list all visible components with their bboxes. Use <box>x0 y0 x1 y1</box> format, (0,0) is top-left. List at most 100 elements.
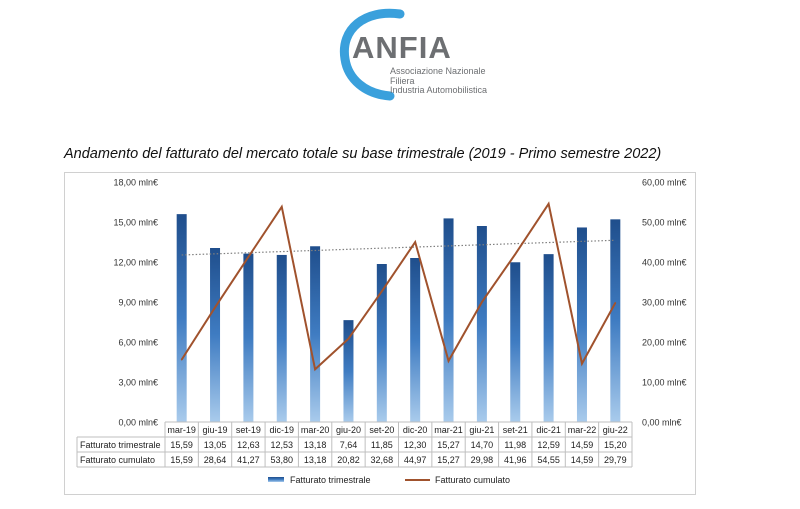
x-tick-label: giu-20 <box>336 425 361 435</box>
y-left-tick-label: 12,00 mln€ <box>113 258 158 268</box>
table-row-label: Fatturato cumulato <box>80 455 155 465</box>
data-label: 14,59 <box>571 455 594 465</box>
bar <box>610 219 621 422</box>
logo-swoosh-inner <box>357 26 389 61</box>
logo-brand: ANFIA <box>352 30 452 65</box>
logo-subtitle-line: Associazione Nazionale <box>390 66 486 76</box>
data-label: 20,82 <box>337 455 360 465</box>
anfia-logo <box>339 8 405 101</box>
line-point <box>614 302 617 304</box>
line-point <box>447 360 450 362</box>
data-label: 12,53 <box>270 440 293 450</box>
x-tick-label: mar-22 <box>568 425 597 435</box>
series-line-cumulative <box>180 201 617 372</box>
line-point <box>547 203 550 205</box>
y-right-tick-label: 50,00 mln€ <box>642 218 687 228</box>
trendline <box>181 239 616 256</box>
data-label: 41,27 <box>237 455 260 465</box>
bar <box>476 226 487 422</box>
data-label: 13,05 <box>204 440 227 450</box>
line-point <box>214 306 216 309</box>
data-label: 7,64 <box>340 440 358 450</box>
data-label: 13,18 <box>304 455 327 465</box>
page-title: Andamento del fatturato del mercato tota… <box>64 146 662 162</box>
bar <box>276 254 287 422</box>
y-right-tick-label: 30,00 mln€ <box>642 298 687 308</box>
x-tick-label: giu-22 <box>603 425 628 435</box>
x-tick-label: giu-19 <box>203 425 228 435</box>
legend-swatch-bar <box>268 477 284 482</box>
y-left-tick-label: 18,00 mln€ <box>113 178 158 188</box>
data-label: 41,96 <box>504 455 527 465</box>
x-tick-label: set-19 <box>236 425 261 435</box>
logo-swoosh <box>339 8 405 101</box>
x-tick-label: giu-21 <box>469 425 494 435</box>
y-right-tick-label: 40,00 mln€ <box>642 258 687 268</box>
bar <box>443 218 454 422</box>
line-point <box>514 253 517 255</box>
line-point <box>180 358 183 361</box>
line-point <box>414 241 416 243</box>
data-label: 14,59 <box>571 440 594 450</box>
legend-label: Fatturato trimestrale <box>290 475 371 485</box>
data-label: 29,98 <box>471 455 494 465</box>
logo-subtitle-line: Filiera <box>390 75 415 86</box>
data-label: 12,30 <box>404 440 427 450</box>
data-label: 14,70 <box>471 440 494 450</box>
line-point <box>247 256 250 258</box>
y-left-tick-label: 0,00 mln€ <box>118 418 158 428</box>
bar <box>176 214 187 422</box>
x-tick-label: mar-19 <box>167 425 196 435</box>
data-label: 13,18 <box>304 440 327 450</box>
line-point <box>347 337 350 340</box>
data-label: 15,27 <box>437 440 460 450</box>
data-label: 11,85 <box>371 440 393 450</box>
bar <box>410 258 421 422</box>
y-right-tick-label: 0,00 mln€ <box>642 418 682 428</box>
bar <box>210 248 221 422</box>
line-point <box>280 206 283 208</box>
logo-subtitle-line: Industria Automobilistica <box>390 85 488 95</box>
table-row-label: Fatturato trimestrale <box>80 440 161 450</box>
data-label: 44,97 <box>404 455 427 465</box>
y-right-tick-label: 20,00 mln€ <box>642 338 687 348</box>
bar <box>310 246 321 422</box>
data-label: 11,98 <box>504 440 526 450</box>
line-point <box>381 290 383 293</box>
x-tick-label: dic-19 <box>269 425 294 435</box>
data-label: 12,59 <box>537 440 560 450</box>
logo-subtitle: Associazione Nazionale Filiera Industria… <box>390 66 500 96</box>
data-label: 15,59 <box>170 455 193 465</box>
x-tick-label: mar-20 <box>301 425 330 435</box>
y-left-tick-label: 15,00 mln€ <box>113 218 158 228</box>
x-tick-label: set-21 <box>503 425 528 435</box>
x-tick-label: dic-21 <box>536 425 561 435</box>
y-left-tick-label: 3,00 mln€ <box>118 378 158 388</box>
data-label: 53,80 <box>270 455 293 465</box>
y-right-tick-label: 60,00 mln€ <box>642 178 687 188</box>
x-tick-label: set-20 <box>369 425 394 435</box>
data-label: 29,79 <box>604 455 627 465</box>
data-label: 12,63 <box>237 440 260 450</box>
bar <box>510 262 521 422</box>
data-label: 28,64 <box>204 455 227 465</box>
bar <box>343 320 354 422</box>
bar <box>543 254 554 422</box>
y-left-tick-label: 9,00 mln€ <box>118 298 158 308</box>
data-label: 15,59 <box>170 440 193 450</box>
chart-container <box>64 172 696 495</box>
line-point <box>314 368 316 371</box>
line-point <box>581 362 583 365</box>
y-left-tick-label: 6,00 mln€ <box>118 338 158 348</box>
bar <box>576 227 587 422</box>
bar <box>243 253 254 422</box>
x-tick-label: dic-20 <box>403 425 428 435</box>
data-label: 15,27 <box>437 455 460 465</box>
data-label: 15,20 <box>604 440 627 450</box>
legend-label: Fatturato cumulato <box>435 475 510 485</box>
x-tick-label: mar-21 <box>434 425 463 435</box>
data-label: 54,55 <box>537 455 560 465</box>
y-right-tick-label: 10,00 mln€ <box>642 378 687 388</box>
line-point <box>481 301 483 303</box>
